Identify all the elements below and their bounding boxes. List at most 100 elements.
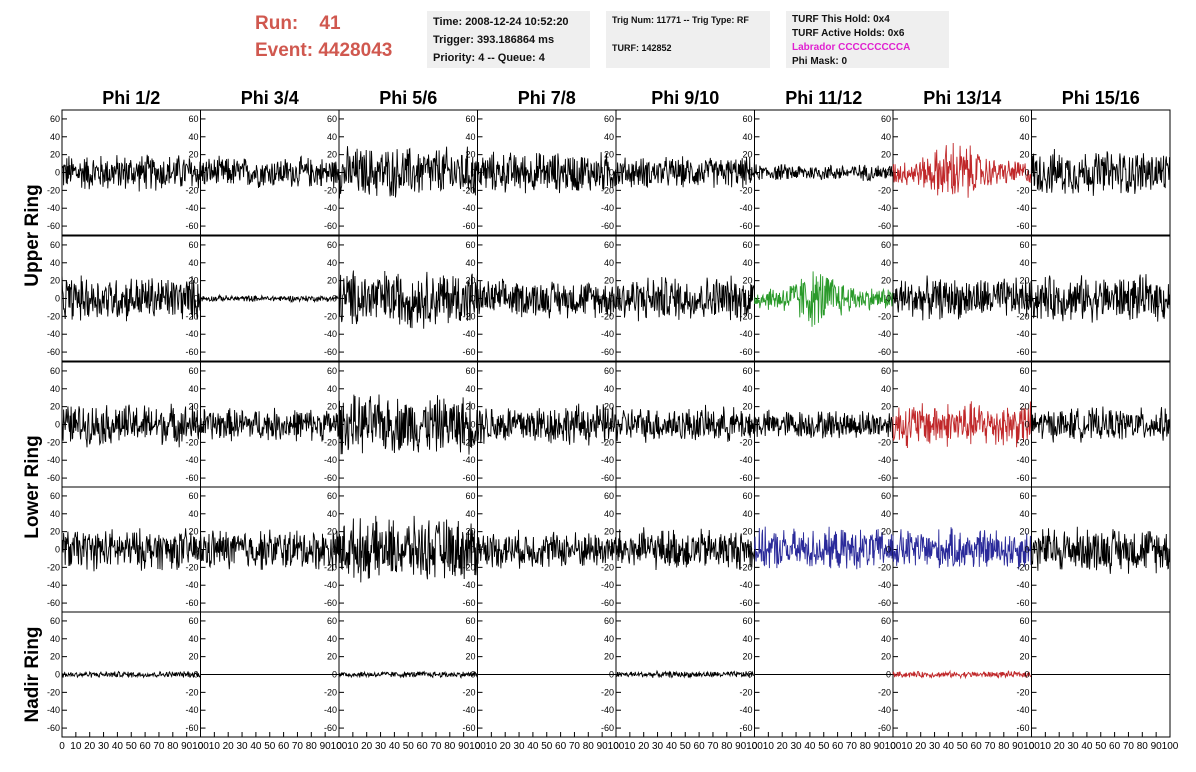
y-tick-label: -40 [1016, 329, 1029, 339]
y-tick-label: -20 [878, 562, 891, 572]
y-tick-label: 40 [50, 258, 60, 268]
y-tick-label: 20 [188, 276, 198, 286]
ring-label: Upper Ring [22, 184, 43, 286]
y-tick-label: -20 [185, 185, 198, 195]
x-tick-label: 0 [198, 741, 204, 752]
x-tick-label: 70 [153, 741, 165, 752]
y-tick-label: 40 [742, 509, 752, 519]
x-tick-label: 40 [943, 741, 955, 752]
y-tick-label: 20 [327, 276, 337, 286]
y-tick-label: 60 [50, 491, 60, 501]
y-tick-label: 0 [1024, 294, 1029, 304]
waveform-trace [477, 151, 617, 194]
y-tick-label: -40 [1016, 455, 1029, 465]
y-tick-label: -40 [462, 455, 475, 465]
x-tick-label: 60 [971, 741, 983, 752]
x-tick-label: 60 [555, 741, 567, 752]
y-tick-label: 0 [193, 294, 198, 304]
y-tick-label: 40 [604, 509, 614, 519]
x-tick-label: 50 [818, 741, 830, 752]
column-header: Phi 15/16 [1062, 88, 1140, 108]
y-tick-label: 0 [886, 420, 891, 430]
waveform-trace [477, 403, 617, 446]
y-tick-label: 0 [55, 545, 60, 555]
y-tick-label: -60 [739, 347, 752, 357]
y-tick-label: 0 [886, 168, 891, 178]
x-tick-label: 40 [666, 741, 678, 752]
y-tick-label: 20 [465, 527, 475, 537]
y-tick-label: 40 [465, 634, 475, 644]
waveform-trace [200, 293, 340, 304]
y-tick-label: -60 [324, 598, 337, 608]
y-tick-label: 20 [188, 402, 198, 412]
y-tick-label: 60 [881, 491, 891, 501]
x-tick-label: 10 [624, 741, 636, 752]
phi-mask-text: Phi Mask: 0 [792, 56, 848, 67]
y-tick-label: 20 [604, 276, 614, 286]
waveform-trace [754, 164, 894, 182]
turf-text: TURF: 142852 [612, 43, 672, 53]
x-tick-label: 70 [1123, 741, 1135, 752]
x-tick-label: 30 [652, 741, 664, 752]
y-tick-label: 0 [747, 294, 752, 304]
x-tick-label: 10 [347, 741, 359, 752]
column-header: Phi 9/10 [651, 88, 719, 108]
y-tick-label: 40 [1019, 634, 1029, 644]
y-tick-label: 20 [1019, 402, 1029, 412]
y-tick-label: 40 [742, 384, 752, 394]
y-tick-label: 40 [188, 384, 198, 394]
waveform-trace [892, 669, 1032, 680]
y-tick-label: 0 [609, 670, 614, 680]
y-tick-label: 0 [747, 670, 752, 680]
x-tick-label: 10 [901, 741, 913, 752]
y-tick-label: 40 [1019, 258, 1029, 268]
y-tick-label: -40 [185, 705, 198, 715]
waveform-trace [892, 142, 1032, 198]
y-tick-label: 40 [327, 509, 337, 519]
y-tick-label: -40 [47, 705, 60, 715]
y-tick-label: -20 [47, 311, 60, 321]
y-tick-label: 60 [881, 366, 891, 376]
y-tick-label: -20 [1016, 562, 1029, 572]
y-tick-label: 40 [465, 258, 475, 268]
y-tick-label: -20 [601, 562, 614, 572]
y-tick-label: -20 [185, 687, 198, 697]
y-tick-label: -40 [878, 705, 891, 715]
turf-active-holds-text: TURF Active Holds: 0x6 [792, 28, 905, 39]
y-tick-label: -20 [1016, 437, 1029, 447]
y-tick-label: 40 [881, 509, 891, 519]
x-tick-label: 80 [167, 741, 179, 752]
y-tick-label: 0 [747, 420, 752, 430]
y-tick-label: 20 [742, 652, 752, 662]
x-tick-label: 50 [680, 741, 692, 752]
x-tick-label: 10 [486, 741, 498, 752]
y-tick-label: 60 [742, 240, 752, 250]
y-tick-label: 60 [465, 491, 475, 501]
y-tick-label: -20 [462, 562, 475, 572]
y-tick-label: -60 [324, 473, 337, 483]
trig-num-text: Trig Num: 11771 -- Trig Type: RF [612, 15, 749, 25]
y-tick-label: 60 [50, 366, 60, 376]
x-tick-label: 50 [403, 741, 415, 752]
y-tick-label: 0 [193, 545, 198, 555]
x-tick-label: 100 [1162, 741, 1179, 752]
y-tick-label: -20 [1016, 185, 1029, 195]
y-tick-label: -60 [1016, 221, 1029, 231]
y-tick-label: 40 [188, 509, 198, 519]
waveform-trace [754, 271, 894, 327]
waveform-trace [615, 669, 755, 679]
column-header: Phi 3/4 [241, 88, 299, 108]
y-tick-label: -40 [739, 455, 752, 465]
x-tick-label: 0 [475, 741, 481, 752]
labrador-text: Labrador CCCCCCCCCA [792, 42, 911, 53]
x-tick-label: 80 [721, 741, 733, 752]
y-tick-label: 20 [465, 652, 475, 662]
y-tick-label: 0 [193, 670, 198, 680]
x-tick-label: 0 [1029, 741, 1035, 752]
y-tick-label: 40 [465, 132, 475, 142]
x-tick-label: 0 [613, 741, 619, 752]
y-tick-label: -20 [462, 311, 475, 321]
x-tick-label: 10 [763, 741, 775, 752]
y-tick-label: 40 [604, 384, 614, 394]
y-tick-label: -20 [324, 687, 337, 697]
